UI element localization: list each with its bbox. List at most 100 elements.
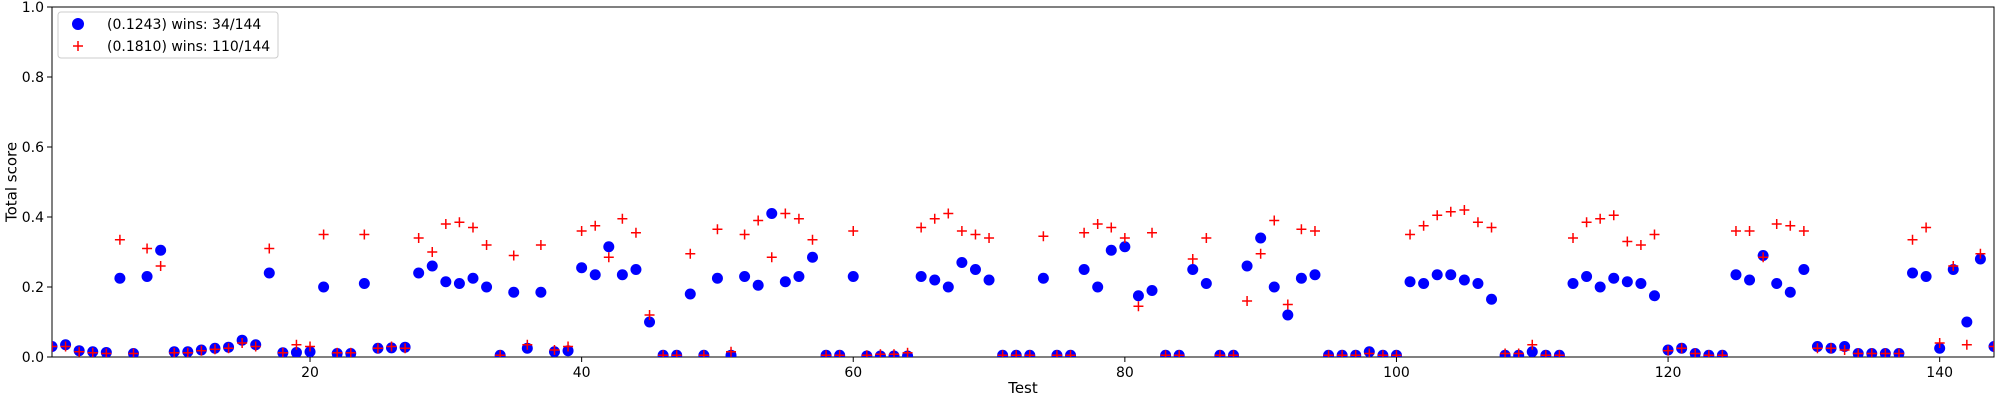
point-series-2 xyxy=(1133,301,1144,312)
point-series-2 xyxy=(1323,350,1334,357)
point-series-2 xyxy=(1812,343,1823,354)
point-series-1 xyxy=(1092,281,1104,293)
point-series-2 xyxy=(671,350,682,357)
point-series-2 xyxy=(1717,350,1728,357)
point-series-2 xyxy=(1839,345,1850,355)
point-series-1 xyxy=(1146,285,1158,296)
point-series-2 xyxy=(834,350,845,357)
point-series-1 xyxy=(535,286,547,298)
point-series-1 xyxy=(1268,281,1280,293)
point-series-1 xyxy=(684,288,696,300)
point-series-2 xyxy=(237,338,248,348)
point-series-1 xyxy=(793,271,805,282)
point-series-1 xyxy=(1105,244,1117,256)
point-series-2 xyxy=(413,233,424,243)
point-series-2 xyxy=(943,208,954,219)
point-series-2 xyxy=(1527,339,1538,350)
point-series-2 xyxy=(576,226,587,236)
point-series-2 xyxy=(1147,227,1158,238)
point-series-2 xyxy=(1472,217,1483,228)
point-series-2 xyxy=(264,243,275,254)
point-series-1 xyxy=(508,286,520,298)
point-series-2 xyxy=(1459,205,1470,215)
point-series-2 xyxy=(821,350,832,357)
legend: (0.1243) wins: 34/144 (0.1810) wins: 110… xyxy=(57,11,279,59)
point-series-1 xyxy=(576,262,588,274)
point-series-1 xyxy=(1418,278,1430,289)
point-series-1 xyxy=(440,276,452,288)
point-series-2 xyxy=(685,248,696,259)
point-series-2 xyxy=(1418,220,1429,231)
y-tick-label: 0.0 xyxy=(22,350,44,366)
point-series-1 xyxy=(358,278,370,289)
point-series-2 xyxy=(1798,226,1809,236)
point-series-1 xyxy=(413,267,425,279)
point-series-2 xyxy=(902,347,913,357)
point-series-2 xyxy=(1826,343,1837,354)
point-series-2 xyxy=(332,347,343,357)
point-series-2 xyxy=(1309,226,1320,236)
point-series-1 xyxy=(969,264,981,275)
point-series-1 xyxy=(779,276,791,288)
point-series-2 xyxy=(1024,350,1035,357)
point-series-2 xyxy=(617,213,628,224)
point-series-1 xyxy=(1404,276,1416,288)
point-series-2 xyxy=(590,220,601,231)
point-series-2 xyxy=(1228,350,1239,357)
point-series-1 xyxy=(1241,260,1253,272)
point-series-2 xyxy=(1989,341,1994,352)
point-series-2 xyxy=(481,240,492,250)
point-series-2 xyxy=(1187,254,1198,264)
point-series-2 xyxy=(1744,226,1755,236)
point-series-1 xyxy=(1648,290,1660,302)
point-series-2 xyxy=(984,233,995,243)
point-series-1 xyxy=(1309,269,1321,281)
legend-marker-red-plus xyxy=(73,41,83,51)
point-series-2 xyxy=(1676,343,1687,354)
point-series-2 xyxy=(1554,350,1565,357)
y-axis: 0.0 0.2 0.4 0.6 0.8 1.0 xyxy=(22,0,52,366)
point-series-2 xyxy=(970,229,981,240)
y-tick-label: 0.6 xyxy=(22,140,44,156)
point-series-2 xyxy=(467,222,478,233)
point-series-2 xyxy=(1649,229,1660,240)
point-series-2 xyxy=(1635,240,1646,250)
point-series-1 xyxy=(847,271,859,282)
point-series-1 xyxy=(1282,309,1294,321)
plot-frame xyxy=(51,6,1995,358)
series-layer xyxy=(52,205,1994,357)
point-series-2 xyxy=(739,229,750,240)
point-series-1 xyxy=(1526,346,1538,357)
point-series-1 xyxy=(1581,271,1593,282)
point-series-2 xyxy=(114,234,125,245)
point-series-1 xyxy=(155,244,167,256)
point-series-2 xyxy=(1907,234,1918,245)
point-series-2 xyxy=(848,226,859,236)
point-series-2 xyxy=(1011,350,1022,357)
point-series-1 xyxy=(141,271,153,282)
point-series-1 xyxy=(114,272,126,284)
point-series-1 xyxy=(766,208,778,219)
point-series-2 xyxy=(318,229,329,240)
point-series-2 xyxy=(1948,261,1959,271)
point-series-2 xyxy=(1581,217,1592,228)
point-series-1 xyxy=(467,272,479,284)
point-series-2 xyxy=(440,219,451,229)
point-series-1 xyxy=(1119,241,1131,253)
point-series-2 xyxy=(630,227,641,238)
y-axis-title: Total score xyxy=(3,142,21,223)
point-series-1 xyxy=(1431,269,1443,281)
point-series-2 xyxy=(508,250,519,261)
point-series-2 xyxy=(1255,248,1266,259)
point-series-2 xyxy=(1065,350,1076,357)
point-series-1 xyxy=(1187,264,1199,275)
point-series-1 xyxy=(1594,281,1606,293)
point-series-1 xyxy=(1486,293,1498,305)
point-series-2 xyxy=(1364,348,1375,357)
point-series-2 xyxy=(223,343,234,354)
point-series-2 xyxy=(1758,252,1769,263)
point-series-2 xyxy=(916,222,927,233)
x-tick-label: 20 xyxy=(301,365,319,381)
point-series-1 xyxy=(1920,271,1932,282)
point-series-2 xyxy=(196,345,207,356)
